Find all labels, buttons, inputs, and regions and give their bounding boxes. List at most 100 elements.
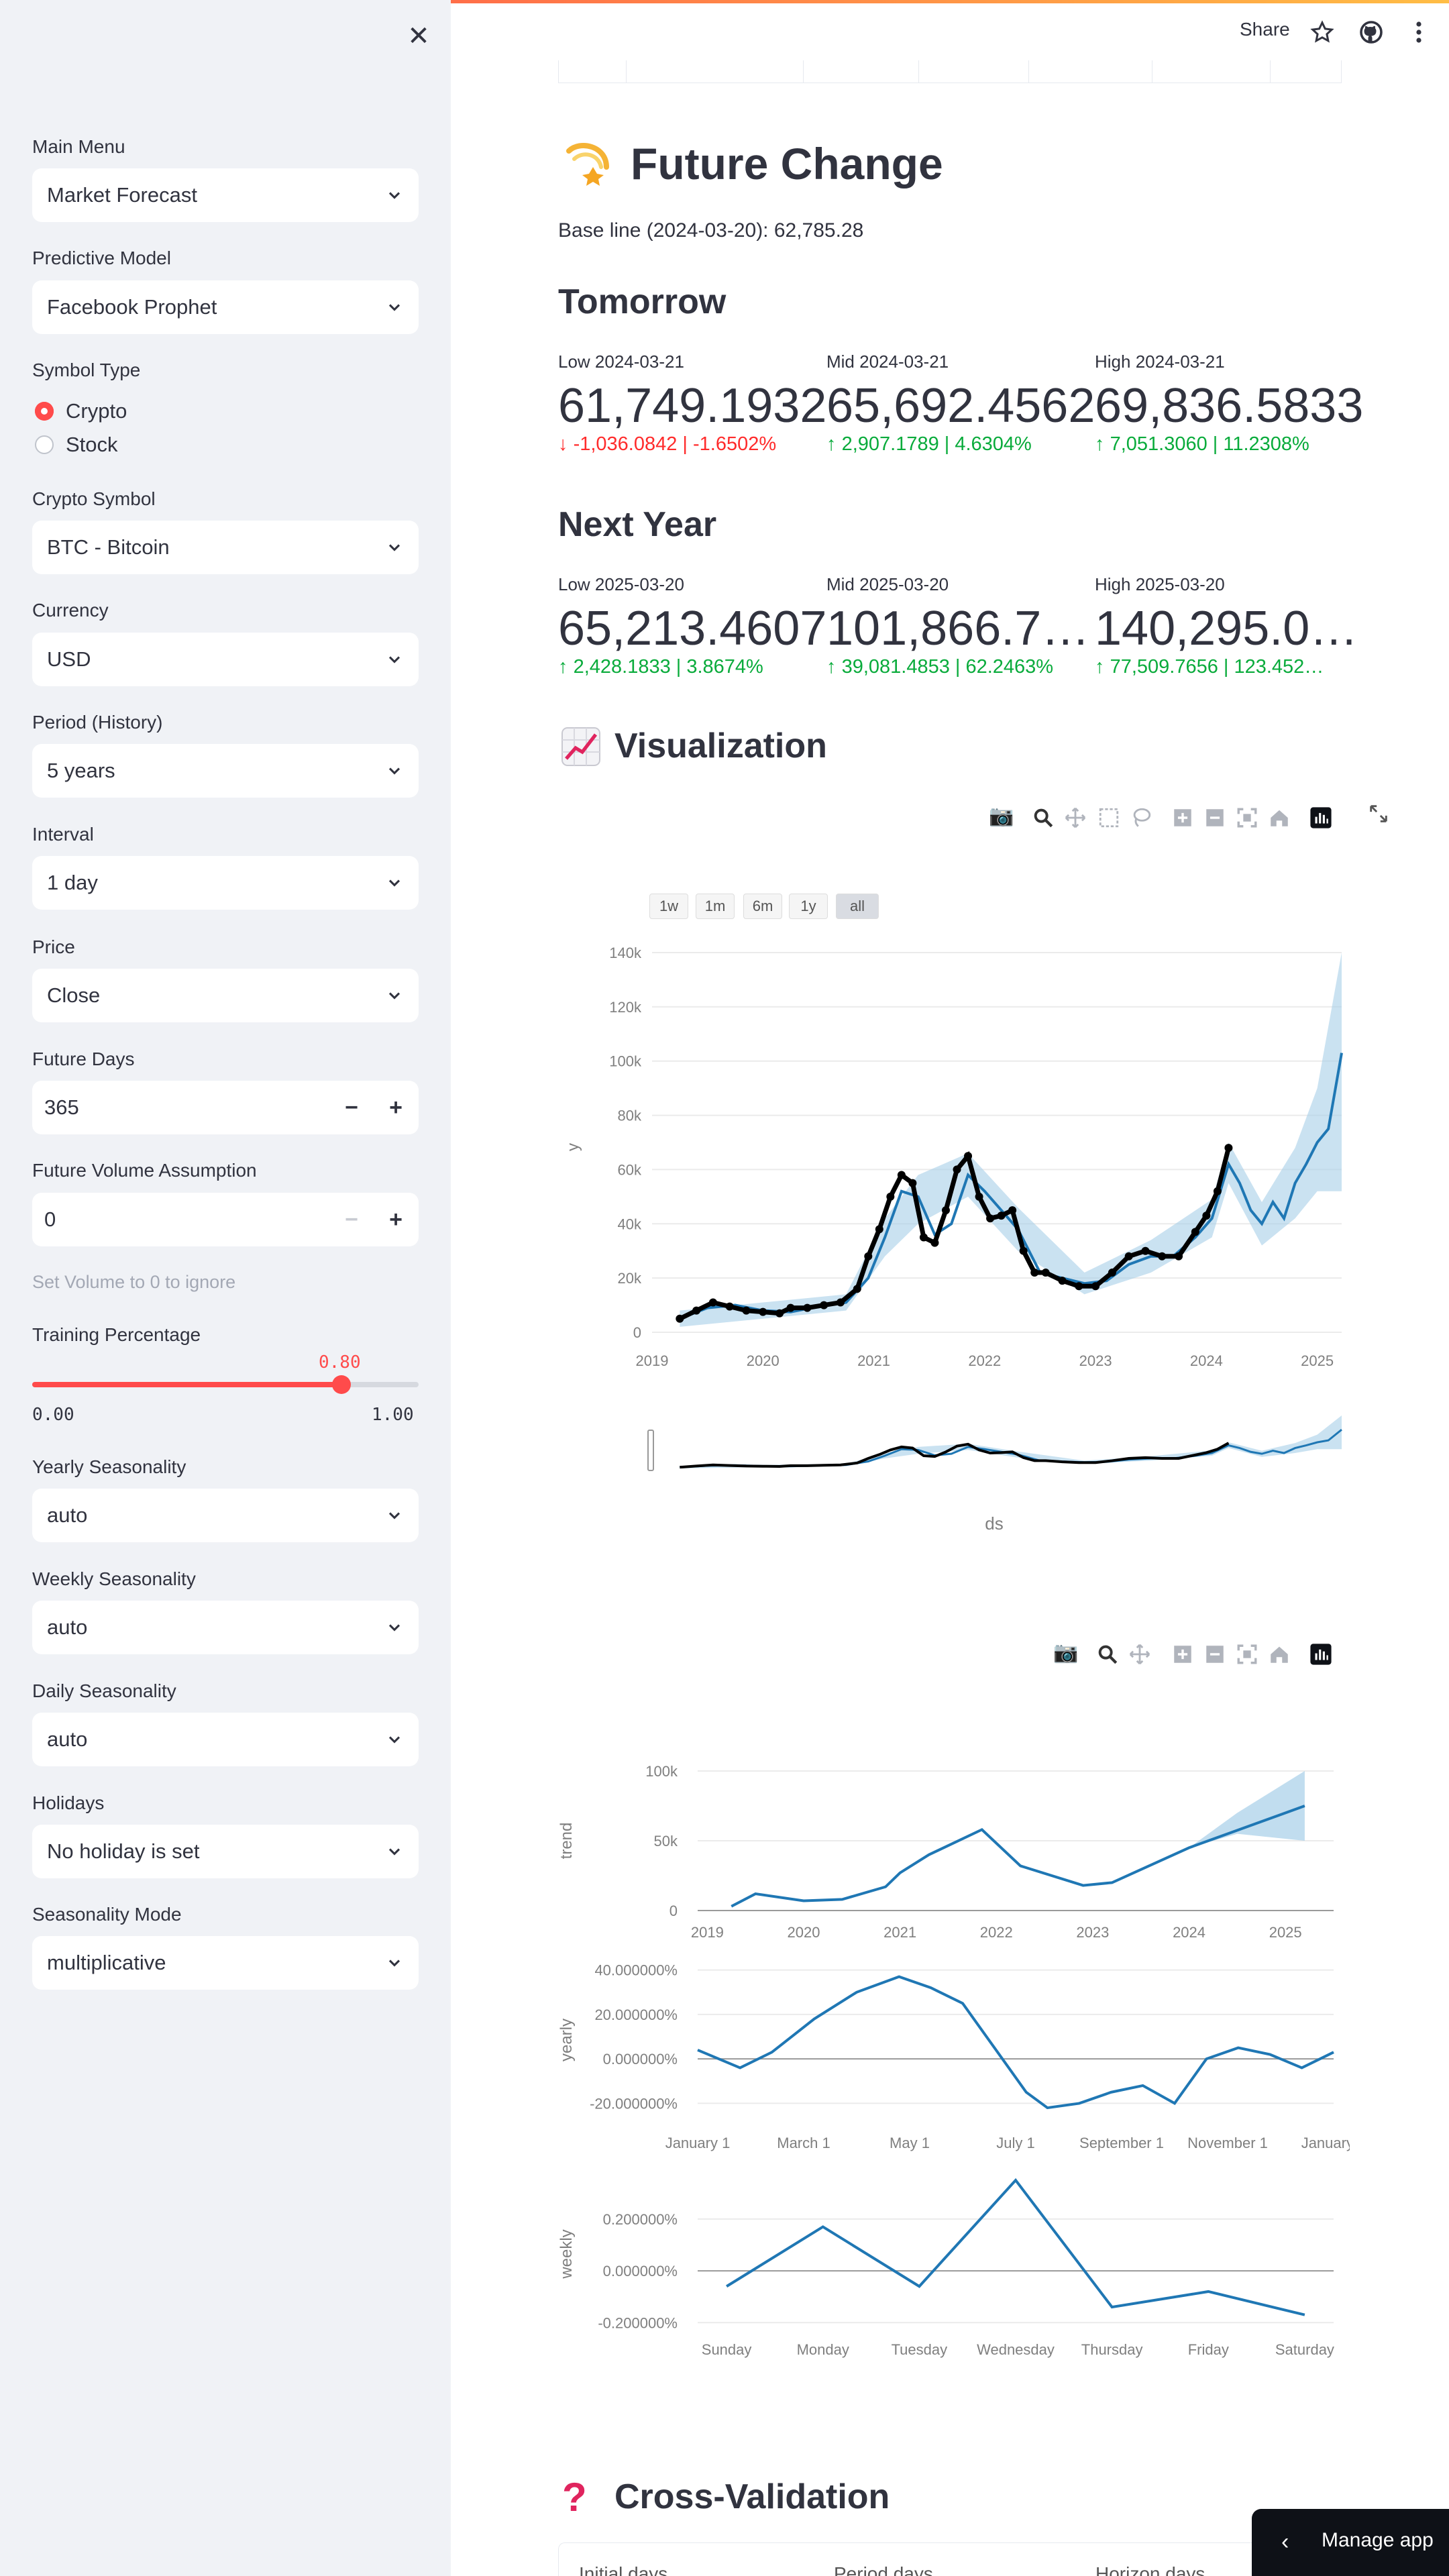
future-change-title: Future Change (631, 139, 943, 189)
main-menu-select[interactable]: Market Forecast (32, 168, 419, 222)
yearly-seasonality-select[interactable]: auto (32, 1489, 419, 1542)
zoom-out-icon[interactable] (1203, 806, 1226, 829)
column-header: Period days (834, 2563, 933, 2576)
zoom-in-icon[interactable] (1171, 1643, 1194, 1666)
chevron-down-icon (388, 879, 400, 887)
future-days-stepper[interactable]: 365 − + (32, 1081, 419, 1134)
yearly-seasonality-value: auto (47, 1503, 88, 1527)
range-band (680, 1415, 1342, 1468)
x-tick-label: 2025 (1269, 1924, 1302, 1941)
y-tick-label: -0.200000% (598, 2314, 678, 2331)
interval-select[interactable]: 1 day (32, 856, 419, 910)
fullscreen-icon[interactable] (1367, 802, 1390, 825)
autoscale-icon[interactable] (1236, 806, 1258, 829)
range-button-1w[interactable]: 1w (649, 894, 688, 919)
pan-icon[interactable] (1128, 1643, 1151, 1666)
training-pct-slider[interactable] (32, 1375, 419, 1394)
y-tick-label: 40.000000% (594, 1962, 678, 1979)
manage-app-button[interactable]: ‹ Manage app (1252, 2509, 1449, 2576)
future-days-label: Future Days (32, 1049, 135, 1069)
range-button-all[interactable]: all (836, 894, 879, 919)
increment-button[interactable]: + (389, 1095, 402, 1120)
predictive-model-select[interactable]: Facebook Prophet (32, 280, 419, 334)
range-line (680, 1428, 1342, 1468)
x-tick-label: 2022 (980, 1924, 1013, 1941)
currency-select[interactable]: USD (32, 633, 419, 686)
slider-thumb[interactable] (331, 1375, 351, 1394)
autoscale-icon[interactable] (1236, 1643, 1258, 1666)
metric-value: 65,213.4607 (558, 602, 827, 655)
predictive-model-label: Predictive Model (32, 248, 171, 268)
weekly-seasonality-value: auto (47, 1615, 88, 1639)
future-volume-value: 0 (44, 1208, 56, 1231)
components-chart[interactable]: 0 50k 100k trend 2019 2020 2021 2022 2023 2024 202… (558, 1744, 1350, 2368)
price-select[interactable]: Close (32, 969, 419, 1022)
metric-delta: ↑ 2,907.1789 | 4.6304% (826, 433, 1032, 455)
period-select[interactable]: 5 years (32, 744, 419, 798)
share-button[interactable]: Share (1240, 19, 1290, 40)
camera-icon[interactable]: 📷 (989, 805, 1014, 827)
zoom-in-icon[interactable] (1171, 806, 1194, 829)
camera-icon[interactable]: 📷 (1053, 1642, 1079, 1664)
metric-delta: ↑ 2,428.1833 | 3.8674% (558, 656, 763, 678)
close-sidebar-button[interactable]: ✕ (407, 21, 430, 51)
price-label: Price (32, 936, 75, 957)
metric-delta-text: -1,036.0842 | -1.6502% (573, 433, 777, 455)
seasonality-mode-select[interactable]: multiplicative (32, 1936, 419, 1990)
trend-band (1189, 1771, 1305, 1848)
y-tick-label: 80k (618, 1108, 642, 1124)
future-volume-label: Future Volume Assumption (32, 1160, 257, 1181)
crypto-symbol-select[interactable]: BTC - Bitcoin (32, 521, 419, 574)
star-icon[interactable] (1310, 20, 1334, 44)
metric-delta-text: 39,081.4853 | 62.2463% (841, 656, 1054, 678)
x-tick-label: 2023 (1079, 1352, 1112, 1369)
arrow-up-icon: ↑ (1095, 656, 1110, 678)
box-select-icon[interactable] (1097, 806, 1120, 829)
range-button-6m[interactable]: 6m (743, 894, 782, 919)
y-tick-label: 0.000000% (603, 2263, 678, 2279)
pan-icon[interactable] (1064, 806, 1087, 829)
more-options-icon[interactable] (1408, 20, 1430, 44)
increment-button[interactable]: + (389, 1207, 402, 1232)
x-tick-label: March 1 (777, 2135, 830, 2151)
weekly-seasonality-select[interactable]: auto (32, 1601, 419, 1654)
arrow-up-icon: ↑ (558, 656, 574, 678)
zoom-out-icon[interactable] (1203, 1643, 1226, 1666)
chart-increasing-icon (561, 727, 600, 766)
zoom-icon[interactable] (1096, 1643, 1119, 1666)
slider-min-label: 0.00 (32, 1405, 74, 1425)
metric-delta: ↑ 7,051.3060 | 11.2308% (1095, 433, 1309, 455)
reset-axes-icon[interactable] (1268, 806, 1291, 829)
training-pct-value: 0.80 (319, 1352, 361, 1373)
future-volume-stepper[interactable]: 0 − + (32, 1193, 419, 1246)
x-tick-label: 2020 (788, 1924, 820, 1941)
lasso-select-icon[interactable] (1130, 806, 1152, 829)
daily-seasonality-select[interactable]: auto (32, 1713, 419, 1766)
slider-fill (32, 1382, 341, 1387)
chevron-down-icon (388, 1736, 400, 1743)
range-button-1y[interactable]: 1y (789, 894, 828, 919)
chevron-down-icon (388, 992, 400, 1000)
weekly-line (726, 2178, 1305, 2316)
x-tick-label: Monday (797, 2341, 849, 2358)
zoom-icon[interactable] (1032, 806, 1055, 829)
range-button-1m[interactable]: 1m (696, 894, 735, 919)
plotly-logo-icon[interactable] (1309, 1643, 1332, 1666)
metric-delta: ↑ 77,509.7656 | 123.452… (1095, 656, 1324, 678)
decrement-button[interactable]: − (345, 1095, 358, 1120)
decrement-button[interactable]: − (345, 1207, 358, 1232)
github-icon[interactable] (1359, 20, 1383, 44)
reset-axes-icon[interactable] (1268, 1643, 1291, 1666)
plotly-logo-icon[interactable] (1309, 806, 1332, 829)
x-tick-label: 2021 (883, 1924, 916, 1941)
holidays-select[interactable]: No holiday is set (32, 1825, 419, 1878)
y-tick-label: 40k (618, 1216, 642, 1232)
y-tick-label: 20.000000% (594, 2006, 678, 2023)
y-tick-label: 0 (669, 1902, 678, 1919)
forecast-chart[interactable]: 0 20k 40k 60k 80k 100k 120k 140k 2019 2020 2021 202… (558, 926, 1350, 1556)
metric-label: Low 2025-03-20 (558, 574, 684, 594)
period-value: 5 years (47, 759, 115, 782)
y-tick-label: 140k (609, 945, 642, 961)
chevron-down-icon (388, 1624, 400, 1631)
y-tick-label: 0.000000% (603, 2051, 678, 2068)
